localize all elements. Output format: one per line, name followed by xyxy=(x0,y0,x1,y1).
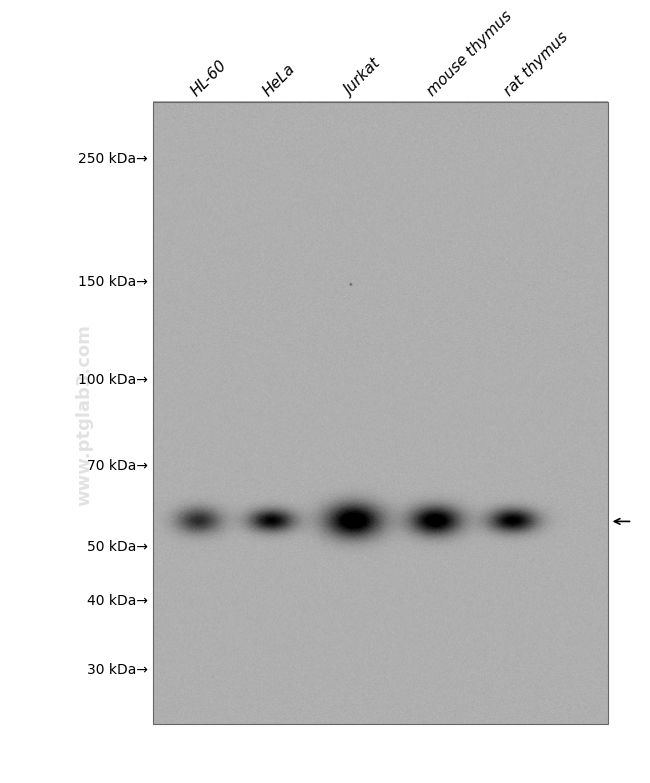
Text: mouse thymus: mouse thymus xyxy=(424,8,515,99)
Text: 100 kDa→: 100 kDa→ xyxy=(78,373,148,387)
Text: 50 kDa→: 50 kDa→ xyxy=(87,540,148,554)
Text: 250 kDa→: 250 kDa→ xyxy=(79,152,148,165)
Text: HeLa: HeLa xyxy=(261,60,298,99)
Bar xyxy=(153,102,608,724)
Text: HL-60: HL-60 xyxy=(188,57,229,99)
Text: rat thymus: rat thymus xyxy=(502,29,571,99)
Text: www.ptglab3.com: www.ptglab3.com xyxy=(75,324,94,506)
Text: 70 kDa→: 70 kDa→ xyxy=(87,459,148,473)
Text: 30 kDa→: 30 kDa→ xyxy=(87,663,148,677)
Text: 150 kDa→: 150 kDa→ xyxy=(78,275,148,289)
Text: Jurkat: Jurkat xyxy=(343,56,385,99)
Text: 40 kDa→: 40 kDa→ xyxy=(87,594,148,608)
